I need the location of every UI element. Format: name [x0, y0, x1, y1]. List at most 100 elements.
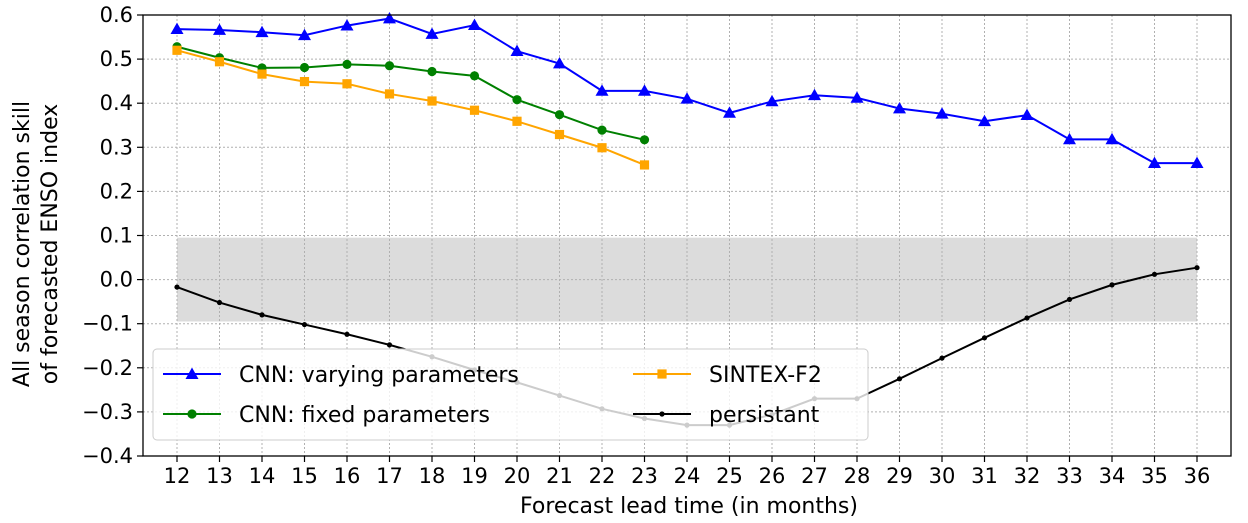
data-point-cnn-varying-parameters	[638, 84, 651, 96]
data-point-cnn-varying-parameters	[893, 101, 906, 114]
x-tick-label: 35	[1141, 464, 1168, 488]
data-point-sintex-f2	[257, 69, 267, 79]
data-point-sintex-f2	[172, 45, 182, 55]
x-tick-label: 22	[589, 464, 616, 488]
legend-marker-cnn-fixed-parameters	[187, 409, 197, 419]
series-line-sintex-f2	[176, 49, 645, 166]
data-point-cnn-fixed-parameters	[469, 71, 480, 81]
data-point-persistant	[216, 299, 223, 306]
x-tick-label: 24	[674, 464, 701, 488]
y-tick-label: 0.6	[100, 3, 133, 27]
data-point-cnn-varying-parameters	[468, 18, 481, 31]
data-point-persistant	[386, 342, 393, 348]
x-tick-label: 16	[334, 464, 361, 488]
x-tick-label: 15	[291, 464, 318, 488]
x-tick-label: 33	[1056, 464, 1083, 488]
x-tick-label: 18	[419, 464, 446, 488]
legend-label-cnn-varying-parameters: CNN: varying parameters	[239, 363, 519, 388]
data-point-cnn-fixed-parameters	[554, 110, 565, 120]
data-point-persistant	[1151, 271, 1158, 277]
y-tick-label: 0.3	[100, 135, 133, 159]
y-tick-label: −0.3	[82, 400, 133, 424]
x-tick-label: 30	[929, 464, 956, 488]
data-point-sintex-f2	[427, 96, 437, 106]
y-tick-label: 0.2	[100, 179, 133, 203]
data-point-cnn-varying-parameters	[595, 84, 609, 96]
data-point-cnn-varying-parameters	[340, 19, 354, 31]
data-point-cnn-varying-parameters	[255, 25, 269, 38]
data-point-sintex-f2	[342, 79, 352, 89]
legend: CNN: varying parameters CNN: fixed parame…	[152, 348, 869, 441]
data-point-persistant	[174, 284, 180, 290]
data-point-sintex-f2	[512, 116, 522, 126]
x-tick-label: 21	[546, 464, 573, 488]
data-point-cnn-varying-parameters	[383, 12, 396, 24]
data-point-persistant	[1109, 282, 1115, 288]
data-point-persistant	[1024, 315, 1030, 321]
y-tick-label: −0.2	[82, 356, 133, 380]
series-line-cnn-fixed-parameters	[176, 45, 645, 141]
data-point-cnn-varying-parameters	[510, 44, 524, 57]
data-point-persistant	[344, 331, 350, 337]
legend-label-persistant: persistant	[709, 403, 820, 428]
data-point-cnn-varying-parameters	[1105, 132, 1119, 145]
plot-area: 12 13 14 15 16 17 18 19 20 21 22 23 24 25 26 27 28 29 30 31…	[82, 3, 1232, 488]
data-point-persistant	[1194, 265, 1200, 271]
x-tick-label: 12	[164, 464, 191, 488]
x-axis-title: Forecast lead time (in months)	[520, 494, 858, 519]
data-point-cnn-varying-parameters	[808, 88, 821, 101]
data-point-sintex-f2	[214, 57, 225, 67]
legend-label-sintex-f2: SINTEX-F2	[709, 363, 822, 388]
data-point-cnn-varying-parameters	[850, 91, 864, 103]
data-point-cnn-varying-parameters	[1148, 156, 1161, 169]
x-tick-label: 23	[631, 464, 658, 488]
x-tick-label: 32	[1014, 464, 1041, 488]
data-point-cnn-fixed-parameters	[299, 62, 310, 73]
y-tick-label: 0.1	[100, 224, 133, 248]
data-point-persistant	[981, 335, 988, 341]
data-point-cnn-fixed-parameters	[512, 95, 522, 105]
legend-marker-sintex-f2	[657, 369, 667, 379]
data-point-cnn-varying-parameters	[1063, 132, 1076, 145]
data-point-cnn-fixed-parameters	[427, 66, 437, 77]
legend-marker-cnn-varying-parameters	[185, 367, 199, 379]
data-point-cnn-varying-parameters	[298, 28, 311, 41]
legend-label-cnn-fixed-parameters: CNN: fixed parameters	[239, 403, 490, 428]
x-tick-label: 34	[1099, 464, 1126, 488]
x-tick-label: 36	[1184, 464, 1211, 488]
data-point-sintex-f2	[299, 76, 310, 87]
y-axis-title-line2: of forecasted ENSO index	[38, 104, 63, 384]
x-tick-label: 27	[801, 464, 828, 488]
x-tick-label: 31	[971, 464, 998, 488]
x-tick-label: 20	[504, 464, 531, 488]
x-tick-label: 14	[249, 464, 276, 488]
data-point-cnn-fixed-parameters	[597, 125, 607, 135]
data-point-sintex-f2	[597, 143, 607, 153]
legend-box	[152, 348, 869, 441]
data-point-persistant	[259, 312, 265, 318]
x-tick-label: 13	[206, 464, 233, 488]
y-tick-label: −0.4	[82, 444, 133, 468]
data-point-cnn-fixed-parameters	[639, 135, 650, 145]
data-point-persistant	[939, 355, 945, 361]
data-point-cnn-varying-parameters	[680, 92, 694, 104]
data-point-persistant	[1066, 296, 1073, 303]
data-point-cnn-varying-parameters	[978, 114, 991, 127]
data-point-cnn-varying-parameters	[1190, 156, 1204, 169]
y-tick-label: 0.4	[100, 91, 133, 115]
data-point-sintex-f2	[639, 160, 650, 170]
data-point-sintex-f2	[554, 129, 565, 140]
data-point-sintex-f2	[469, 105, 480, 115]
y-tick-label: 0.0	[100, 268, 133, 292]
y-tick-label: −0.1	[82, 312, 133, 336]
x-tick-label: 29	[886, 464, 913, 488]
data-point-persistant	[896, 376, 903, 382]
x-tick-label: 26	[759, 464, 786, 488]
x-tick-label: 19	[461, 464, 488, 488]
data-point-sintex-f2	[384, 89, 395, 99]
data-point-cnn-varying-parameters	[765, 94, 779, 107]
data-point-cnn-varying-parameters	[553, 57, 566, 69]
data-point-cnn-fixed-parameters	[384, 61, 395, 71]
data-point-cnn-varying-parameters	[935, 107, 949, 119]
